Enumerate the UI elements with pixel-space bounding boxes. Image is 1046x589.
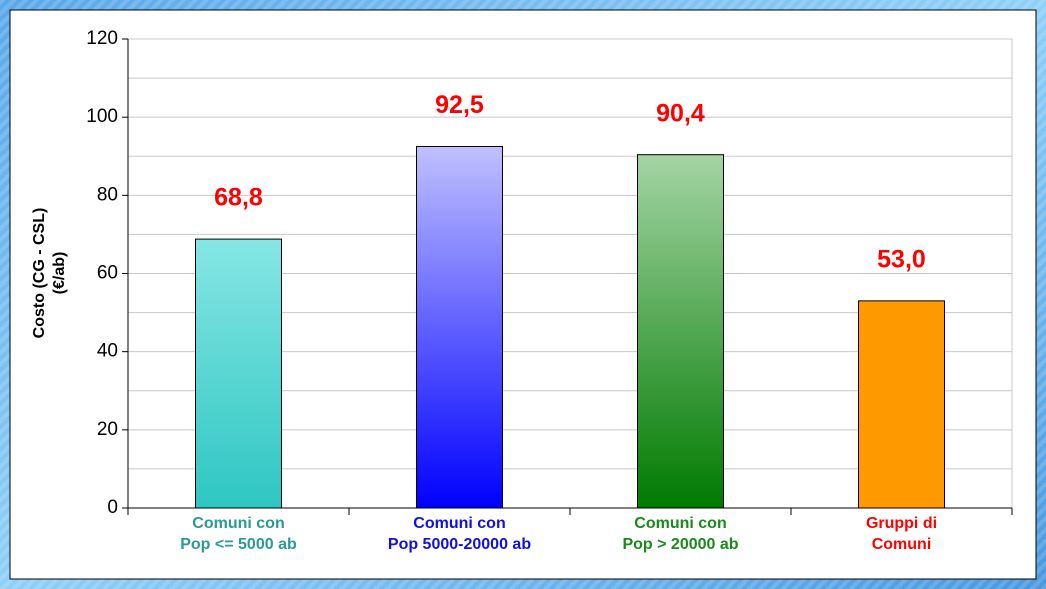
data-label: 92,5 (435, 91, 484, 119)
y-tick-label: 100 (86, 106, 118, 127)
y-axis-label: (€/ab) (51, 252, 68, 295)
y-tick-label: 60 (97, 263, 118, 284)
y-tick-label: 40 (97, 341, 118, 362)
y-tick-label: 120 (86, 28, 118, 49)
bar (195, 238, 282, 509)
x-tick-label: Comuni con Pop > 20000 ab (622, 515, 738, 553)
x-tick-label: Comuni con Pop 5000-20000 ab (388, 515, 531, 553)
y-axis-label: Costo (CG - CSL) (31, 208, 48, 339)
data-label: 68,8 (214, 184, 263, 212)
y-tick-label: 20 (97, 419, 118, 440)
bar (858, 300, 945, 509)
data-label: 90,4 (656, 99, 705, 127)
y-tick-label: 0 (107, 497, 118, 518)
x-tick-label: Gruppi di Comuni (866, 515, 937, 553)
x-tick-label: Comuni con Pop <= 5000 ab (180, 515, 297, 553)
bar (416, 145, 503, 509)
bar (637, 154, 724, 509)
y-tick-label: 80 (97, 184, 118, 205)
data-label: 53,0 (877, 245, 926, 273)
